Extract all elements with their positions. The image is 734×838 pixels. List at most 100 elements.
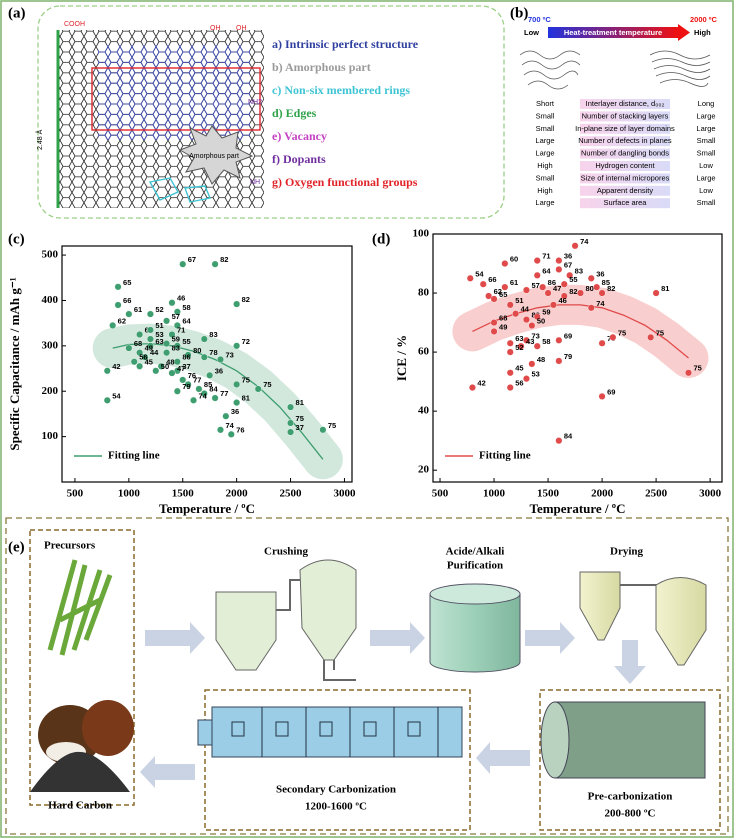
data-point	[555, 437, 563, 445]
data-point	[103, 396, 111, 404]
point-label: 75	[694, 364, 702, 373]
data-point	[114, 301, 122, 309]
point-label: 44	[521, 305, 530, 314]
point-label: 82	[569, 287, 577, 296]
point-label: 57	[172, 312, 180, 321]
panel-label: (b)	[510, 5, 528, 21]
data-point	[485, 292, 493, 300]
point-label: 66	[123, 296, 131, 305]
y-tick-label: 300	[42, 339, 59, 351]
point-label: 77	[193, 375, 201, 384]
point-label: 67	[564, 260, 572, 269]
furnace-door	[197, 719, 213, 746]
data-point	[506, 301, 514, 309]
dryer-cyclone	[579, 571, 621, 641]
plot-frame	[61, 245, 353, 483]
data-point	[522, 286, 530, 294]
low-text: Low	[524, 28, 539, 37]
property-cell: Hydrogen content	[595, 161, 655, 170]
x-axis-label: Temperature / ºC	[159, 501, 255, 516]
point-label: 53	[155, 330, 163, 339]
data-point	[287, 428, 295, 436]
x-tick-label: 2500	[645, 488, 668, 500]
data-point	[125, 310, 133, 318]
panel-a: (a) Amorphous part COOH OH OH NH2 NH 2.4…	[8, 5, 505, 219]
data-point	[517, 342, 525, 350]
data-point	[685, 369, 693, 377]
data-point	[533, 313, 541, 321]
legend-item: g) Oxygen functional groups	[272, 175, 418, 189]
data-point	[146, 335, 154, 343]
data-point	[501, 283, 509, 291]
data-point	[136, 349, 144, 357]
point-label: 83	[172, 344, 180, 353]
step-label: Purification	[447, 560, 503, 572]
temp-high: 2000 ºC	[690, 15, 718, 24]
tank	[429, 593, 521, 673]
point-label: 62	[494, 287, 502, 296]
kiln	[554, 701, 706, 779]
point-label: 46	[177, 294, 185, 303]
point-label: 37	[296, 423, 304, 432]
data-point	[163, 317, 171, 325]
data-point	[576, 289, 584, 297]
legend-item: a) Intrinsic perfect structure	[272, 37, 419, 51]
step-label: Secondary Carbonization	[276, 784, 396, 796]
property-cell: Surface area	[604, 198, 648, 207]
row-highlight	[580, 173, 670, 184]
data-point	[506, 339, 514, 347]
point-label: 71	[177, 325, 185, 334]
point-label: 74	[225, 421, 234, 430]
property-cell: Long	[698, 99, 715, 108]
row-highlight	[580, 136, 670, 147]
data-point	[103, 367, 111, 375]
step-label: Pre-carbonization	[588, 791, 673, 803]
data-point	[587, 304, 595, 312]
data-point	[522, 336, 530, 344]
data-point	[287, 403, 295, 411]
point-label: 42	[112, 362, 120, 371]
legend-item: e) Vacancy	[272, 129, 327, 143]
data-point	[163, 340, 171, 348]
property-cell: High	[537, 161, 552, 170]
point-label: 86	[182, 353, 190, 362]
data-point	[173, 387, 181, 395]
property-cell: Low	[699, 161, 713, 170]
y-tick-label: 80	[418, 287, 430, 299]
row-highlight	[580, 185, 670, 196]
data-point	[490, 327, 498, 335]
point-label: 50	[161, 362, 169, 371]
point-label: 73	[225, 350, 233, 359]
point-label: 69	[564, 331, 572, 340]
point-label: 65	[499, 290, 507, 299]
point-label: 37	[182, 362, 190, 371]
amorphous-label: Amorphous part	[189, 153, 239, 160]
data-point	[163, 349, 171, 357]
property-cell: Small	[697, 136, 716, 145]
property-cell: Number of stacking layers	[582, 111, 669, 120]
step-label: Precursors	[44, 540, 96, 552]
data-point	[168, 299, 176, 307]
data-point	[173, 321, 181, 329]
point-label: 79	[564, 352, 572, 361]
data-point	[528, 322, 536, 330]
data-point	[571, 242, 579, 250]
y-tick-label: 100	[413, 228, 430, 240]
data-point	[598, 289, 606, 297]
data-point	[114, 283, 122, 291]
data-point	[233, 380, 241, 388]
data-point	[173, 342, 181, 350]
product-label: Hard Carbon	[48, 800, 112, 812]
data-point	[533, 342, 541, 350]
data-point	[512, 310, 520, 318]
arrow-text: Heat-treatment temperature	[564, 28, 662, 37]
panel-a-frame	[37, 5, 505, 219]
data-point	[555, 265, 563, 273]
y-tick-label: 100	[42, 430, 59, 442]
data-point	[179, 260, 187, 268]
point-label: 72	[242, 337, 250, 346]
data-point	[184, 351, 192, 359]
data-point	[566, 271, 574, 279]
fitting-line	[472, 304, 689, 359]
